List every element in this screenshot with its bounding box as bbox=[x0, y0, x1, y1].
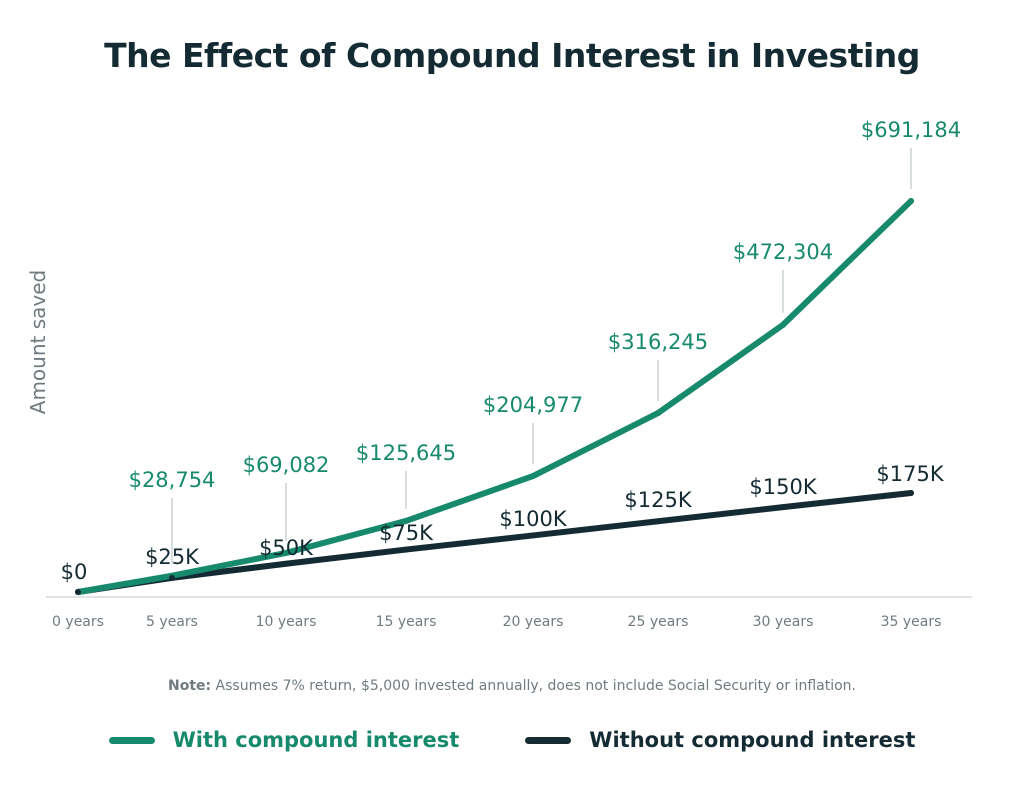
data-point-compound bbox=[780, 321, 786, 328]
data-point-simple bbox=[530, 532, 536, 539]
data-point-simple bbox=[169, 574, 175, 581]
legend-item-simple: Without compound interest bbox=[525, 728, 915, 752]
data-label-compound: $125,645 bbox=[356, 441, 456, 465]
note-text: Assumes 7% return, $5,000 invested annua… bbox=[211, 678, 856, 694]
data-label-simple: $0 bbox=[61, 560, 88, 584]
data-label-simple: $25K bbox=[145, 545, 200, 569]
x-tick-label: 20 years bbox=[503, 614, 564, 630]
data-point-compound bbox=[403, 517, 409, 524]
data-label-compound: $204,977 bbox=[483, 393, 583, 417]
data-point-simple bbox=[283, 560, 289, 567]
series-line-with-compound bbox=[75, 198, 914, 595]
data-point-compound bbox=[908, 198, 914, 204]
x-tick-label: 30 years bbox=[753, 614, 814, 630]
legend-swatch-compound bbox=[108, 736, 155, 744]
x-tick-label: 0 years bbox=[52, 614, 104, 630]
chart-legend: With compound interest Without compound … bbox=[0, 728, 1024, 752]
data-point-simple bbox=[75, 589, 81, 595]
x-tick-label: 35 years bbox=[881, 614, 942, 630]
x-tick-label: 15 years bbox=[376, 614, 437, 630]
data-point-simple bbox=[780, 504, 786, 511]
series-line-without-compound bbox=[75, 490, 914, 595]
data-point-compound bbox=[530, 473, 536, 480]
legend-label-simple: Without compound interest bbox=[589, 728, 916, 752]
chart-title: The Effect of Compound Interest in Inves… bbox=[104, 36, 920, 75]
data-point-simple bbox=[403, 546, 409, 553]
chart-note: Note: Assumes 7% return, $5,000 invested… bbox=[0, 678, 1024, 694]
data-label-compound: $472,304 bbox=[733, 240, 833, 264]
legend-item-compound: With compound interest bbox=[108, 728, 460, 752]
x-tick-label: 25 years bbox=[628, 614, 689, 630]
data-point-compound bbox=[283, 549, 289, 556]
x-tick-label: 10 years bbox=[256, 614, 317, 630]
legend-label-compound: With compound interest bbox=[172, 728, 460, 752]
data-label-simple: $50K bbox=[259, 536, 314, 560]
data-point-simple bbox=[655, 518, 661, 525]
data-label-simple: $175K bbox=[876, 462, 944, 486]
legend-swatch-simple bbox=[525, 736, 572, 744]
data-point-simple bbox=[908, 490, 914, 497]
data-label-compound: $69,082 bbox=[243, 453, 330, 477]
data-label-simple: $125K bbox=[624, 488, 692, 512]
data-label-compound: $691,184 bbox=[861, 118, 961, 142]
data-label-simple: $150K bbox=[749, 475, 817, 499]
x-tick-label: 5 years bbox=[146, 614, 198, 630]
data-label-compound: $316,245 bbox=[608, 330, 708, 354]
data-label-simple: $75K bbox=[379, 521, 434, 545]
data-label-compound: $28,754 bbox=[129, 468, 216, 492]
data-point-compound bbox=[655, 410, 661, 417]
note-prefix: Note: bbox=[167, 678, 212, 694]
data-label-simple: $100K bbox=[499, 507, 567, 531]
